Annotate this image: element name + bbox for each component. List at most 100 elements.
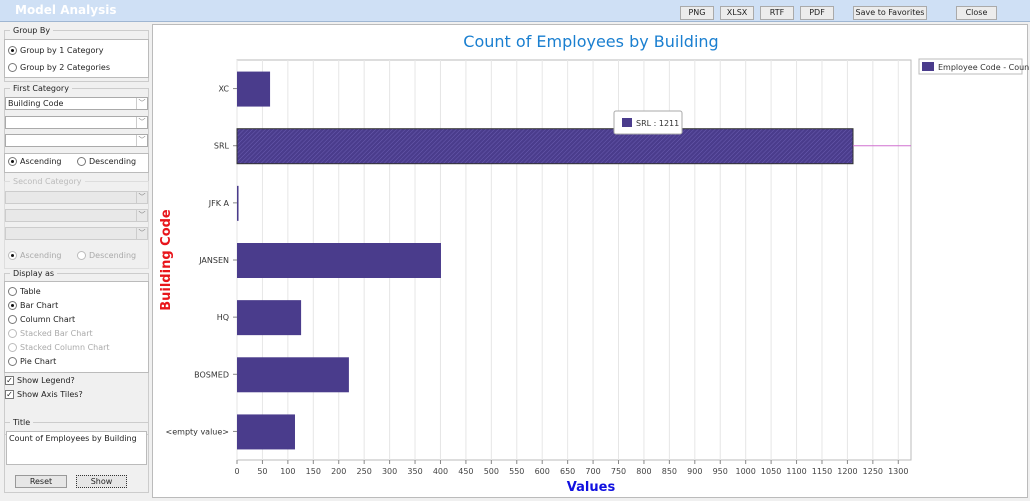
x-tick-label: 1250 (863, 467, 883, 476)
app-title: Model Analysis (15, 3, 117, 17)
x-tick-label: 100 (280, 467, 295, 476)
display-as-label: Display as (13, 269, 55, 278)
radio-label: Pie Chart (20, 357, 57, 366)
group-by-label: Group By (13, 26, 51, 35)
second-category-select-3[interactable]: ﹀ (5, 227, 148, 240)
first-sort-box (4, 153, 149, 173)
second-category-label: Second Category (13, 177, 82, 186)
y-axis-title: Building Code (159, 209, 174, 311)
x-tick-label: 1100 (786, 467, 806, 476)
close-button[interactable]: Close (956, 6, 997, 20)
radio-first-descending[interactable]: Descending (77, 157, 136, 166)
radio-label: Descending (89, 157, 137, 166)
x-tick-label: 1300 (888, 467, 908, 476)
radio-display-stacked-bar-chart[interactable]: Stacked Bar Chart (8, 329, 93, 338)
y-tick-label: SRL (214, 142, 230, 151)
chevron-down-icon: ﹀ (136, 98, 147, 109)
x-tick-label: 700 (585, 467, 600, 476)
select-value: Building Code (8, 99, 64, 108)
x-tick-label: 250 (357, 467, 372, 476)
rtf-button[interactable]: RTF (760, 6, 794, 20)
chevron-down-icon: ﹀ (136, 210, 147, 221)
save-favorites-button[interactable]: Save to Favorites (853, 6, 927, 20)
x-tick-label: 500 (484, 467, 499, 476)
radio-icon (8, 251, 17, 260)
show-button[interactable]: Show (76, 475, 127, 488)
legend (918, 58, 1023, 75)
radio-icon (8, 157, 17, 166)
x-tick-label: 850 (662, 467, 677, 476)
bar-xc[interactable] (237, 71, 271, 107)
legend-swatch (922, 62, 934, 71)
radio-label: Descending (89, 251, 137, 260)
first-category-select-1[interactable]: Building Code ﹀ (5, 97, 148, 110)
tooltip-text: SRL : 1211 (636, 119, 679, 128)
radio-display-pie-chart[interactable]: Pie Chart (8, 357, 56, 366)
radio-label: Table (20, 287, 41, 296)
radio-first-ascending[interactable]: Ascending (8, 157, 61, 166)
bar-hq[interactable] (237, 300, 302, 336)
first-category-select-2[interactable]: ﹀ (5, 116, 148, 129)
radio-icon (8, 357, 17, 366)
x-tick-label: 0 (234, 467, 239, 476)
radio-group-by-2[interactable]: Group by 2 Categories (8, 63, 110, 72)
radio-second-ascending[interactable]: Ascending (8, 251, 61, 260)
bar-jansen[interactable] (237, 243, 441, 278)
check-icon: ✓ (5, 390, 14, 399)
x-axis-title: Values (567, 480, 616, 495)
pdf-button[interactable]: PDF (800, 6, 834, 20)
x-tick-label: 150 (306, 467, 321, 476)
radio-icon (8, 63, 17, 72)
second-category-group: Second Category (4, 177, 149, 269)
title-label: Title (13, 418, 31, 427)
y-tick-label: BOSMED (194, 370, 229, 379)
y-tick-label: <empty value> (166, 427, 229, 436)
png-button[interactable]: PNG (680, 6, 714, 20)
second-category-select-2[interactable]: ﹀ (5, 209, 148, 222)
reset-button[interactable]: Reset (15, 475, 67, 488)
bar--empty-value-[interactable] (237, 414, 295, 450)
chart-title: Count of Employees by Building (463, 32, 718, 51)
bar-chart: Count of Employees by Building 0 50 100 150 2… (159, 32, 1030, 495)
show-axis-tiles-checkbox[interactable]: ✓ Show Axis Tiles? (5, 390, 83, 399)
x-tick-label: 750 (611, 467, 626, 476)
tooltip-swatch (622, 118, 632, 127)
x-tick-label: 650 (560, 467, 575, 476)
radio-label: Bar Chart (20, 301, 59, 310)
x-tick-label: 350 (407, 467, 422, 476)
x-tick-label: 550 (509, 467, 524, 476)
bar-srl[interactable] (236, 128, 854, 165)
title-textarea[interactable]: Count of Employees by Building (6, 431, 147, 465)
bar-jfk-a[interactable] (237, 185, 239, 221)
group-by-box (4, 39, 149, 78)
second-category-select-1[interactable]: ﹀ (5, 191, 148, 204)
x-tick-label: 800 (636, 467, 651, 476)
first-category-label: First Category (13, 84, 69, 93)
radio-label: Ascending (20, 251, 62, 260)
x-tick-label: 1050 (761, 467, 781, 476)
first-category-select-3[interactable]: ﹀ (5, 134, 148, 147)
radio-label: Column Chart (20, 315, 76, 324)
radio-display-column-chart[interactable]: Column Chart (8, 315, 75, 324)
show-legend-checkbox[interactable]: ✓ Show Legend? (5, 376, 75, 385)
check-icon: ✓ (5, 376, 14, 385)
radio-display-table[interactable]: Table (8, 287, 41, 296)
y-tick-label: XC (219, 85, 230, 94)
radio-label: Stacked Bar Chart (20, 329, 93, 338)
radio-icon (8, 46, 17, 55)
xlsx-button[interactable]: XLSX (720, 6, 754, 20)
radio-second-descending[interactable]: Descending (77, 251, 136, 260)
radio-group-by-1[interactable]: Group by 1 Category (8, 46, 103, 55)
bar-bosmed[interactable] (237, 357, 349, 393)
x-tick-label: 300 (382, 467, 397, 476)
chevron-down-icon: ﹀ (136, 228, 147, 239)
radio-icon (8, 343, 17, 352)
x-tick-label: 950 (713, 467, 728, 476)
radio-display-bar-chart[interactable]: Bar Chart (8, 301, 58, 310)
y-tick-label: HQ (217, 313, 229, 322)
chart-panel: Count of Employees by Building 0 50 100 150 2… (152, 24, 1030, 498)
radio-display-stacked-column-chart[interactable]: Stacked Column Chart (8, 343, 110, 352)
display-as-box (4, 281, 149, 373)
title-group: Title (4, 418, 149, 493)
sidebar: Group By Group by 1 Category Group by 2 … (0, 24, 150, 498)
